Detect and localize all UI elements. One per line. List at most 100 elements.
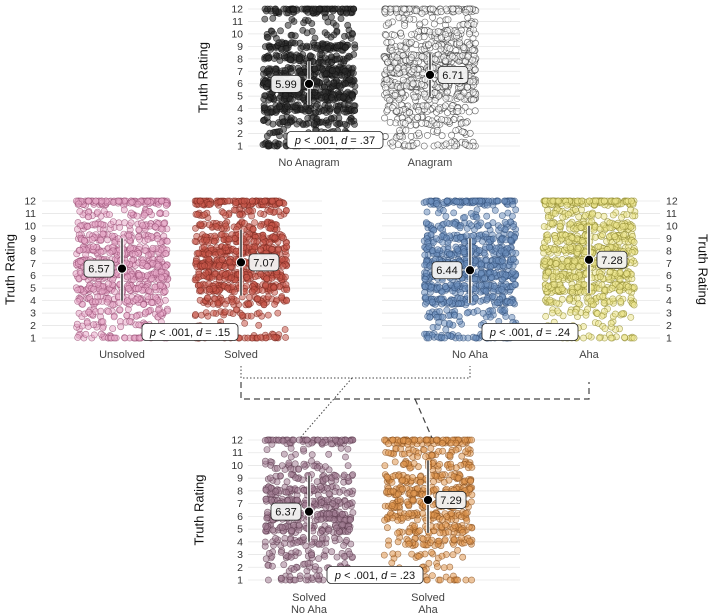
data-point: [498, 212, 506, 219]
data-point: [351, 82, 359, 90]
data-point: [161, 287, 169, 295]
data-point: [157, 268, 165, 276]
data-point: [418, 119, 426, 127]
data-point: [396, 132, 404, 140]
data-point: [257, 333, 265, 341]
data-point: [422, 269, 430, 277]
data-point: [482, 287, 490, 295]
data-point: [508, 249, 516, 256]
data-point: [282, 273, 289, 281]
data-point: [346, 76, 354, 84]
data-point: [471, 66, 479, 74]
data-point: [275, 39, 283, 47]
data-point: [433, 127, 441, 134]
data-point: [288, 15, 296, 23]
data-point: [471, 197, 479, 205]
y-tick-label: 7: [666, 258, 672, 270]
data-point: [461, 285, 469, 293]
data-point: [458, 128, 466, 136]
data-point: [99, 230, 107, 238]
y-tick-label: 11: [232, 16, 243, 28]
data-point: [241, 219, 248, 227]
data-point: [201, 211, 208, 219]
data-point: [478, 282, 485, 289]
data-point: [106, 249, 114, 257]
y-tick-label: 7: [237, 66, 243, 78]
data-point: [126, 244, 134, 252]
data-point: [327, 33, 335, 41]
data-point: [351, 44, 359, 52]
data-point: [408, 54, 415, 61]
data-point: [418, 53, 426, 60]
data-point: [386, 119, 394, 126]
data-point: [337, 15, 345, 22]
data-point: [205, 201, 213, 208]
y-tick-label: 3: [30, 308, 36, 320]
data-point: [151, 223, 159, 231]
data-point: [421, 27, 428, 34]
data-point: [196, 286, 204, 294]
data-point: [195, 270, 203, 278]
data-point: [109, 218, 117, 225]
data-point: [216, 198, 224, 206]
data-point: [276, 103, 283, 110]
data-point: [502, 249, 510, 257]
data-point: [542, 312, 550, 320]
data-point: [469, 89, 477, 96]
data-point: [501, 306, 509, 314]
data-point: [261, 15, 269, 23]
data-point: [340, 57, 348, 65]
data-point: [446, 250, 454, 258]
data-point: [221, 308, 229, 316]
data-point: [472, 334, 479, 342]
data-point: [462, 8, 470, 16]
data-point: [434, 28, 442, 35]
data-point: [435, 105, 442, 113]
data-point: [144, 197, 152, 205]
data-point: [492, 244, 500, 252]
data-point: [324, 102, 332, 110]
data-point: [145, 287, 153, 294]
data-point: [494, 299, 501, 307]
data-point: [288, 31, 296, 39]
data-point: [316, 5, 323, 13]
data-point: [420, 33, 428, 41]
data-point: [434, 246, 442, 253]
data-point: [251, 219, 258, 226]
data-point: [128, 198, 136, 206]
data-point: [278, 255, 286, 263]
data-point: [222, 222, 230, 230]
data-point: [393, 107, 400, 115]
data-point: [76, 207, 84, 215]
data-point: [451, 311, 458, 319]
data-point: [282, 281, 290, 289]
data-point: [273, 128, 281, 136]
data-point: [156, 281, 164, 289]
data-point: [98, 288, 106, 295]
data-point: [464, 334, 472, 342]
data-point: [443, 306, 451, 314]
data-point: [280, 52, 288, 60]
data-point: [264, 80, 272, 87]
y-tick-label: 12: [666, 196, 678, 208]
data-point: [473, 213, 481, 221]
data-point: [477, 219, 485, 227]
data-point: [94, 293, 101, 301]
data-point: [467, 209, 475, 217]
data-point: [463, 309, 471, 317]
data-point: [390, 31, 398, 39]
data-point: [266, 208, 274, 215]
data-point: [74, 225, 81, 233]
data-point: [263, 114, 271, 122]
data-point: [340, 101, 348, 108]
data-point: [351, 106, 358, 114]
data-point: [206, 285, 213, 293]
data-point: [270, 30, 278, 38]
data-point: [265, 54, 272, 62]
data-point: [203, 236, 210, 244]
data-point: [322, 76, 330, 84]
data-point: [448, 53, 456, 60]
data-point: [426, 313, 434, 321]
data-point: [484, 222, 492, 229]
